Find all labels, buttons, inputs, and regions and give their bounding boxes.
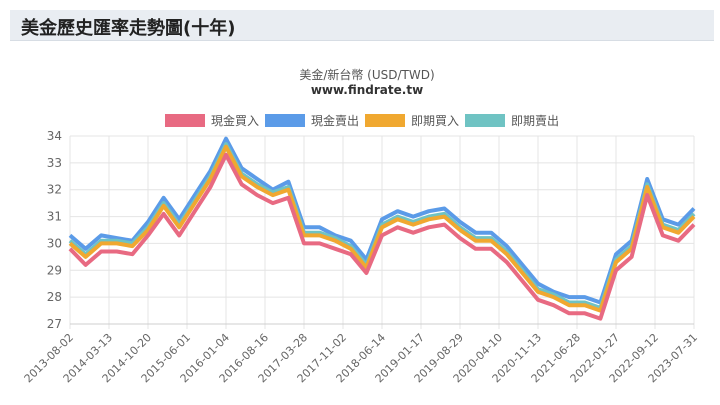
y-tick-label: 33 [47, 156, 62, 170]
series-lines [68, 136, 696, 321]
y-axis-ticks: 27 28 29 30 31 32 33 34 [47, 129, 62, 331]
y-tick-label: 30 [47, 236, 62, 250]
y-tick-label: 32 [47, 183, 62, 197]
y-tick-label: 31 [47, 210, 62, 224]
legend-swatch [365, 114, 405, 127]
series-line [68, 144, 696, 313]
y-tick-label: 34 [47, 129, 62, 143]
y-tick-label: 29 [47, 263, 62, 277]
legend-label: 即期賣出 [511, 113, 559, 128]
y-tick-label: 27 [47, 317, 62, 331]
chart-subtitle: www.findrate.tw [311, 83, 423, 97]
chart-title: 美金/新台幣 (USD/TWD) [299, 67, 434, 82]
page-header: 美金歷史匯率走勢圖(十年) [10, 10, 714, 41]
series-line [68, 136, 696, 305]
legend-swatch [465, 114, 505, 127]
chart-legend: 現金買入 現金賣出 即期買入 即期賣出 [165, 113, 559, 128]
page-title: 美金歷史匯率走勢圖(十年) [21, 18, 236, 39]
legend-label: 現金賣出 [311, 113, 359, 128]
legend-swatch [165, 114, 205, 127]
series-line [68, 152, 696, 321]
chart-grid [69, 135, 695, 329]
legend-swatch [265, 114, 305, 127]
legend-label: 即期買入 [411, 114, 459, 128]
legend-label: 現金買入 [211, 113, 259, 128]
y-tick-label: 28 [47, 290, 62, 304]
x-axis-ticks: 2013-08-022014-03-132014-10-202015-06-01… [22, 331, 700, 385]
